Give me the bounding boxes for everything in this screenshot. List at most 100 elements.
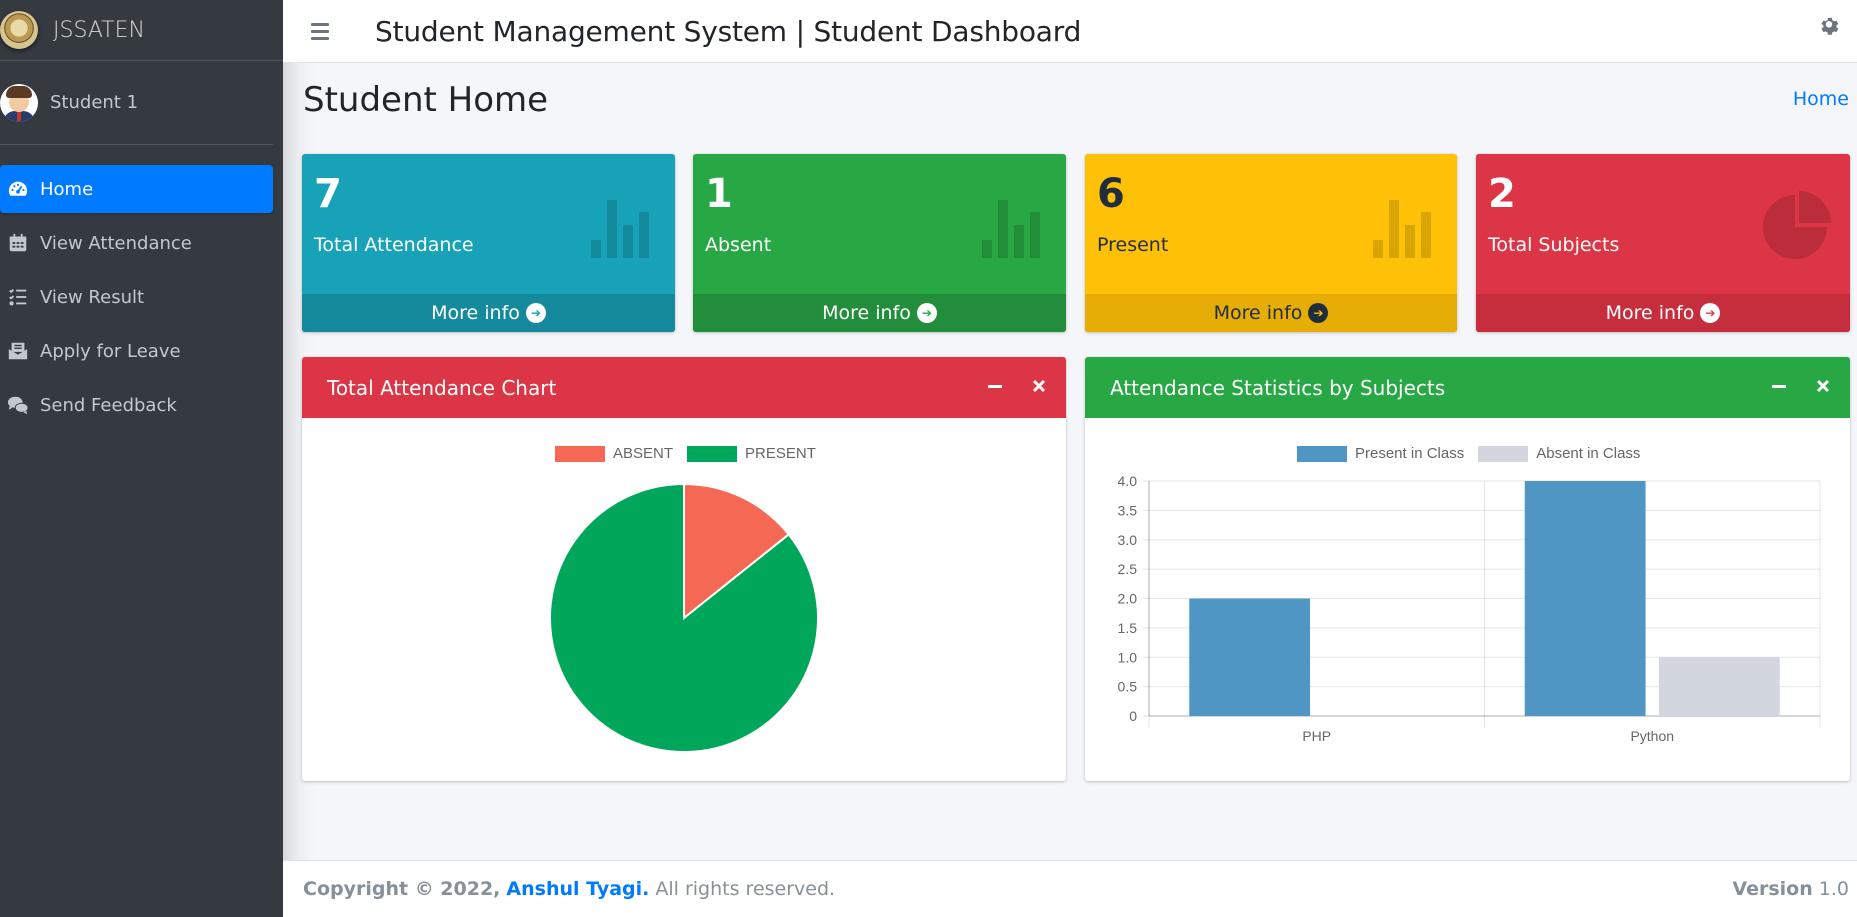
comments-icon (6, 393, 30, 417)
stat-box-total-subjects: 2 Total Subjects More info ➔ (1476, 154, 1850, 332)
arrow-circle-right-icon: ➔ (1308, 303, 1329, 323)
card-header: Attendance Statistics by Subjects (1085, 357, 1850, 418)
legend-item-absent-in-class[interactable]: Absent in Class (1478, 445, 1640, 462)
card-title: Attendance Statistics by Subjects (1110, 375, 1446, 400)
brand-link[interactable]: JSSATEN (0, 0, 283, 61)
pie-chart-icon (1763, 191, 1831, 259)
bar-python-absent[interactable] (1658, 657, 1780, 716)
legend-swatch (555, 445, 605, 462)
pie-slice-present[interactable] (549, 482, 819, 753)
top-navbar: Student Management System | Student Dash… (283, 0, 1857, 63)
user-name[interactable]: Student 1 (50, 92, 139, 113)
pie-slice-absent[interactable] (683, 482, 791, 621)
pie-legend: ABSENT PRESENT (555, 445, 830, 462)
more-info-link[interactable]: More info ➔ (1085, 294, 1457, 332)
x-tick-label: PHP (1302, 728, 1331, 744)
brand-name: JSSATEN (53, 17, 145, 43)
sidebar-nav: Home View Attendance View Result Apply f… (0, 145, 283, 429)
arrow-circle-right-icon: ➔ (1700, 303, 1721, 323)
collapse-minus-icon[interactable] (986, 377, 1004, 395)
sidebar-item-home[interactable]: Home (0, 165, 273, 213)
card-header: Total Attendance Chart (302, 357, 1066, 418)
legend-item-absent[interactable]: ABSENT (555, 445, 673, 462)
user-panel: Student 1 (0, 61, 273, 145)
sidebar-item-label: View Result (40, 286, 145, 308)
app-title: Student Management System | Student Dash… (375, 14, 1082, 48)
y-tick-label: 0 (1129, 708, 1137, 724)
avatar (0, 83, 38, 122)
legend-item-present[interactable]: PRESENT (687, 445, 816, 462)
y-tick-label: 1.5 (1118, 620, 1138, 636)
gear-icon[interactable] (1817, 14, 1841, 38)
sidebar-item-label: Send Feedback (40, 394, 177, 416)
sidebar-item-view-result[interactable]: View Result (0, 273, 273, 321)
legend-item-present-in-class[interactable]: Present in Class (1297, 445, 1464, 462)
version-number: 1.0 (1818, 878, 1849, 900)
sidebar-item-view-attendance[interactable]: View Attendance (0, 219, 273, 267)
card-tools (986, 377, 1048, 395)
bar-chart-icon (591, 200, 649, 258)
content-header: Student Home Home (303, 80, 1849, 130)
stat-box-total-attendance: 7 Total Attendance More info ➔ (302, 154, 675, 332)
legend-swatch (687, 445, 738, 462)
legend-swatch (1478, 445, 1529, 462)
attendance-pie-chart (549, 482, 819, 753)
copyright-text: Copyright © 2022, (303, 878, 501, 900)
arrow-circle-right-icon: ➔ (525, 303, 546, 323)
more-info-label: More info (1605, 302, 1695, 324)
y-tick-label: 2.0 (1118, 591, 1138, 607)
bar-python-present[interactable] (1524, 481, 1646, 716)
sidebar-item-send-feedback[interactable]: Send Feedback (0, 381, 273, 429)
attendance-chart-card: Total Attendance Chart ABSENT PRESENT (302, 357, 1066, 781)
calendar-icon (6, 231, 30, 255)
version-info: Version 1.0 (1732, 878, 1849, 900)
y-tick-label: 3.5 (1118, 502, 1138, 518)
breadcrumb-home-link[interactable]: Home (1792, 88, 1849, 110)
more-info-label: More info (1213, 302, 1303, 324)
y-tick-label: 4.0 (1118, 473, 1138, 489)
more-info-label: More info (431, 302, 520, 324)
stat-value: 7 (314, 171, 342, 217)
author-link[interactable]: Anshul Tyagi. (506, 878, 650, 900)
bar-legend: Present in Class Absent in Class (1297, 445, 1654, 462)
collapse-minus-icon[interactable] (1770, 377, 1788, 395)
stat-value: 1 (705, 171, 733, 217)
main-footer: Copyright © 2022, Anshul Tyagi. All righ… (283, 860, 1857, 917)
main-sidebar: JSSATEN Student 1 Home View Attendance V… (0, 0, 283, 917)
menu-toggle-icon[interactable] (311, 20, 333, 42)
sidebar-item-apply-leave[interactable]: Apply for Leave (0, 327, 273, 375)
version-label: Version (1732, 878, 1813, 900)
bar-chart-icon (982, 200, 1040, 258)
y-tick-label: 3.0 (1118, 532, 1138, 548)
stat-box-present: 6 Present More info ➔ (1085, 154, 1457, 332)
legend-label: Absent in Class (1536, 445, 1641, 462)
x-tick-label: Python (1630, 728, 1674, 744)
more-info-link[interactable]: More info ➔ (693, 294, 1066, 332)
more-info-link[interactable]: More info ➔ (1476, 294, 1850, 332)
y-tick-label: 0.5 (1118, 679, 1138, 695)
sidebar-item-label: Home (40, 178, 94, 200)
more-info-label: More info (822, 302, 911, 324)
card-body: ABSENT PRESENT (302, 418, 1066, 781)
dashboard-gauge-icon (6, 177, 30, 201)
card-tools (1770, 377, 1832, 395)
legend-swatch (1297, 445, 1347, 462)
page-title: Student Home (303, 80, 549, 120)
list-check-icon (6, 285, 30, 309)
stat-label: Total Attendance (314, 234, 474, 256)
close-icon[interactable] (1030, 377, 1048, 395)
brand-logo (0, 11, 38, 49)
legend-label: Present in Class (1355, 445, 1465, 462)
bar-php-present[interactable] (1189, 598, 1311, 717)
sidebar-item-label: View Attendance (40, 232, 192, 254)
more-info-link[interactable]: More info ➔ (302, 294, 675, 332)
envelope-open-icon (6, 339, 30, 363)
legend-label: ABSENT (613, 445, 674, 462)
stat-label: Present (1097, 234, 1169, 256)
stat-label: Absent (705, 234, 772, 256)
card-body: Present in Class Absent in Class 0 0.5 1.0… (1085, 418, 1850, 781)
card-title: Total Attendance Chart (327, 375, 557, 400)
legend-label: PRESENT (745, 445, 816, 462)
stat-label: Total Subjects (1488, 234, 1620, 256)
close-icon[interactable] (1814, 377, 1832, 395)
